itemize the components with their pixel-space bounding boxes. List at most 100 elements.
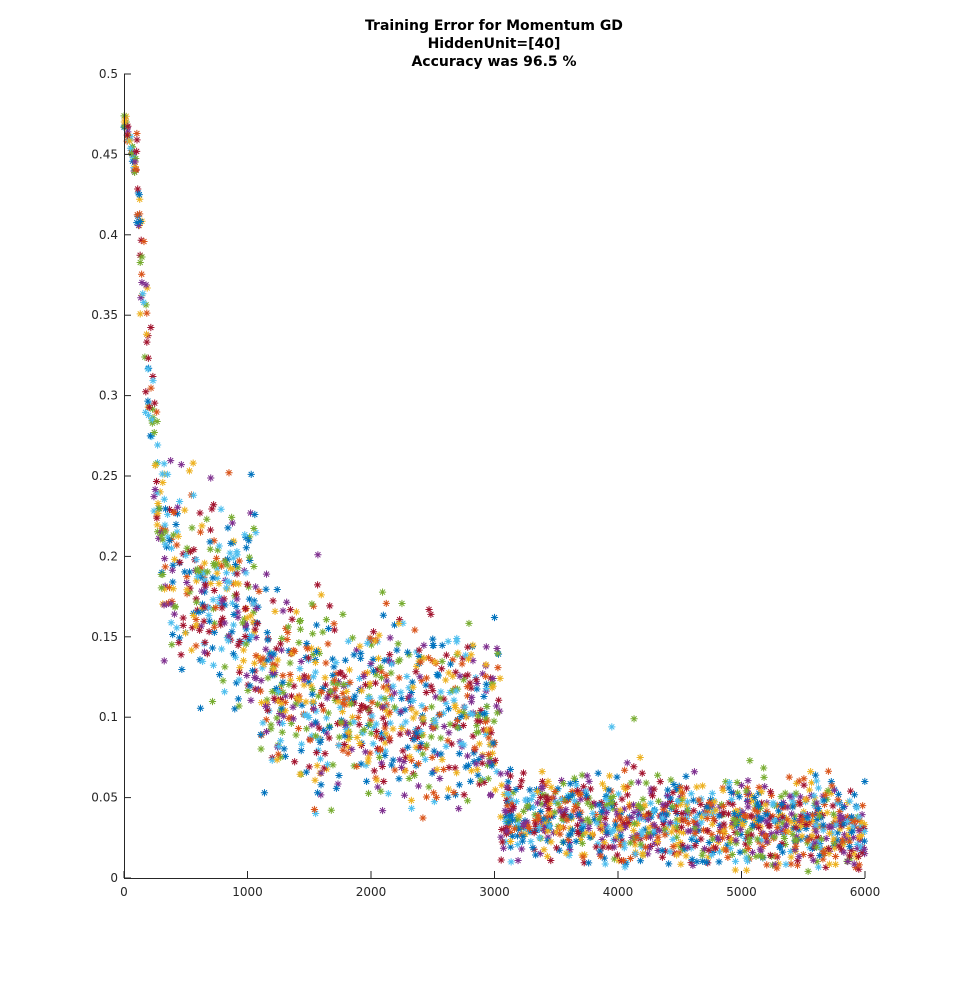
data-point xyxy=(763,811,771,819)
data-point xyxy=(630,763,638,771)
data-point xyxy=(588,830,597,838)
data-point xyxy=(496,674,504,683)
data-point xyxy=(143,309,151,317)
data-point xyxy=(188,524,196,532)
data-point xyxy=(825,822,833,830)
data-point xyxy=(579,853,587,861)
data-point xyxy=(417,727,425,736)
data-point xyxy=(692,837,700,846)
data-point xyxy=(813,858,821,866)
data-point xyxy=(369,655,377,663)
data-point xyxy=(745,835,753,843)
data-point xyxy=(161,505,170,513)
data-point xyxy=(230,610,238,619)
data-point xyxy=(709,843,718,851)
data-point xyxy=(796,793,804,801)
data-point xyxy=(152,477,161,486)
data-point xyxy=(467,698,476,706)
data-point xyxy=(291,758,299,766)
data-point xyxy=(582,829,590,837)
data-point xyxy=(830,810,838,818)
data-point xyxy=(281,707,289,715)
data-point xyxy=(848,813,856,821)
data-point xyxy=(395,775,403,783)
data-point xyxy=(183,586,191,594)
data-point xyxy=(540,815,548,823)
data-point xyxy=(719,845,728,853)
data-point xyxy=(254,619,262,628)
data-point xyxy=(642,812,650,821)
data-point xyxy=(339,746,347,754)
data-point xyxy=(340,672,348,680)
data-point xyxy=(277,681,286,689)
data-point xyxy=(407,796,415,804)
data-point xyxy=(386,708,394,716)
data-point xyxy=(641,843,650,851)
data-point xyxy=(767,829,775,838)
data-point xyxy=(319,684,327,693)
data-point xyxy=(473,721,481,730)
data-point xyxy=(498,781,506,789)
data-point xyxy=(175,639,183,647)
data-point xyxy=(246,533,254,541)
data-point xyxy=(823,795,831,803)
data-point xyxy=(769,801,777,809)
data-point xyxy=(196,528,205,536)
data-point xyxy=(201,638,209,646)
chart-title-line-1: Training Error for Momentum GD xyxy=(365,18,623,34)
data-point xyxy=(267,721,275,729)
data-point xyxy=(377,668,386,676)
data-point xyxy=(617,815,625,823)
data-point xyxy=(779,819,787,827)
data-point xyxy=(625,803,633,811)
data-point xyxy=(509,803,518,811)
data-point xyxy=(650,807,658,815)
data-point xyxy=(144,354,152,362)
data-point xyxy=(719,802,728,811)
data-point xyxy=(498,838,506,846)
data-point xyxy=(347,700,356,708)
data-point xyxy=(384,790,392,798)
data-point xyxy=(149,376,157,385)
data-point xyxy=(273,756,281,764)
data-point xyxy=(308,721,316,729)
data-point xyxy=(508,800,516,808)
data-point xyxy=(745,831,753,839)
data-point xyxy=(731,828,739,837)
data-point xyxy=(845,838,854,846)
data-point xyxy=(857,843,865,851)
data-point xyxy=(177,460,185,469)
data-point xyxy=(168,566,176,574)
data-point xyxy=(452,668,460,676)
data-point xyxy=(633,833,641,841)
data-point xyxy=(661,831,669,839)
data-point xyxy=(329,655,337,663)
data-point xyxy=(343,687,351,696)
data-point xyxy=(490,759,499,767)
data-point xyxy=(649,830,657,838)
data-point xyxy=(135,221,143,230)
data-point xyxy=(541,823,549,831)
data-point xyxy=(289,703,297,711)
data-point xyxy=(590,816,598,824)
data-point xyxy=(192,577,201,585)
data-point xyxy=(168,597,176,605)
data-point xyxy=(232,679,240,687)
data-point xyxy=(381,747,389,755)
data-point xyxy=(340,740,348,749)
data-point xyxy=(763,817,771,825)
data-point xyxy=(525,824,534,832)
data-point xyxy=(445,669,453,677)
data-point xyxy=(321,674,329,682)
data-point xyxy=(146,432,154,440)
data-point xyxy=(486,754,494,763)
data-point xyxy=(204,568,212,576)
data-point xyxy=(519,769,528,777)
data-point xyxy=(820,796,828,804)
data-point xyxy=(378,733,386,741)
data-point xyxy=(161,563,169,571)
data-point xyxy=(756,845,764,853)
data-point xyxy=(321,750,329,758)
data-point xyxy=(846,843,854,851)
data-point xyxy=(613,773,621,781)
